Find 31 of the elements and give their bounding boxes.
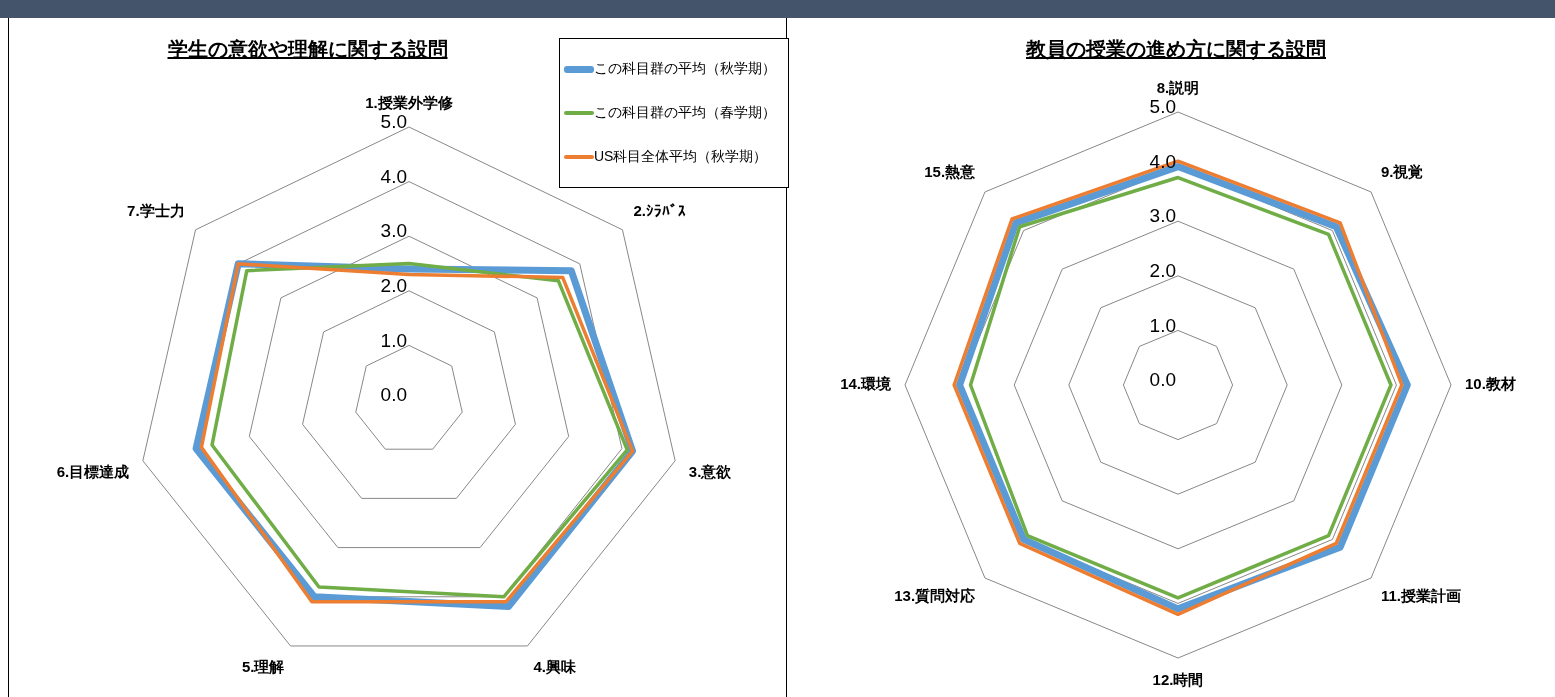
spoke-label: 3.意欲 xyxy=(688,463,733,480)
y-tick-label: 2.0 xyxy=(1149,260,1176,282)
y-tick-label: 1.0 xyxy=(380,329,407,351)
legend-label: この科目群の平均（秋学期） xyxy=(594,60,776,78)
y-tick-label: 3.0 xyxy=(380,220,407,242)
spoke-label: 13.質問対応 xyxy=(894,587,976,606)
spoke-label: 7.学士力 xyxy=(127,202,185,220)
chart-title: 学生の意欲や理解に関する設問 xyxy=(167,38,448,60)
y-tick-label: 0.0 xyxy=(380,384,407,406)
spoke-label: 2.ｼﾗﾊﾞｽ xyxy=(633,202,686,220)
legend-label: US科目全体平均（秋学期） xyxy=(594,148,768,166)
spoke-label: 4.興味 xyxy=(533,657,578,675)
spoke-label: 8.説明 xyxy=(1156,79,1200,97)
spoke-label: 1.授業外学修 xyxy=(365,94,454,112)
y-tick-label: 3.0 xyxy=(1149,205,1176,227)
spoke-label: 14.環境 xyxy=(840,375,892,393)
spoke-label: 11.授業計画 xyxy=(1380,587,1461,605)
spoke-label: 5.理解 xyxy=(241,657,285,675)
y-tick-label: 4.0 xyxy=(380,165,407,187)
y-tick-label: 5.0 xyxy=(380,111,407,133)
legend-label: この科目群の平均（春学期） xyxy=(594,104,776,122)
spoke-label: 6.目標達成 xyxy=(56,463,130,480)
chart-title: 教員の授業の進め方に関する設問 xyxy=(1025,37,1327,62)
y-tick-label: 1.0 xyxy=(1149,314,1176,336)
spoke-label: 12.時間 xyxy=(1152,671,1204,689)
y-tick-label: 0.0 xyxy=(1149,369,1176,391)
y-tick-label: 5.0 xyxy=(1149,96,1176,118)
spoke-label: 9.視覚 xyxy=(1380,163,1424,181)
spoke-label: 15.熱意 xyxy=(924,163,977,181)
y-tick-label: 2.0 xyxy=(380,275,407,297)
spoke-label: 10.教材 xyxy=(1465,375,1516,393)
